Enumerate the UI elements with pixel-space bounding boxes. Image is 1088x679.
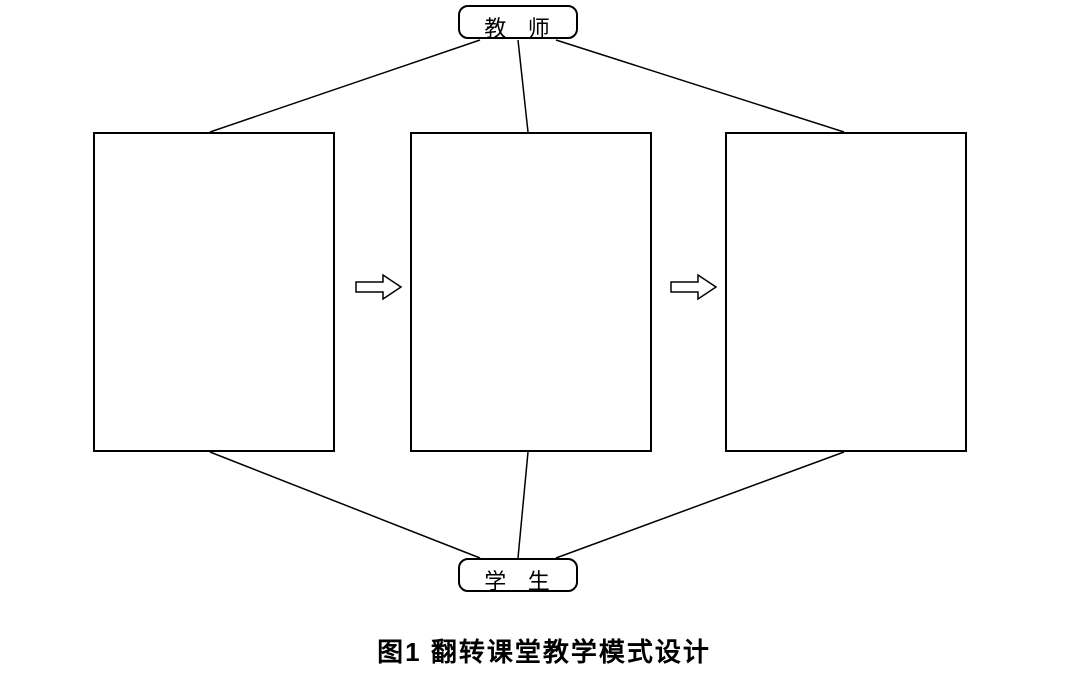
role-student: 学 生: [458, 558, 578, 592]
diagram-canvas: 教 师 学 生 课 前课程开发视频、讲义、PPT知识传授观看视频、讲义、PPT等…: [0, 0, 1088, 679]
stage-panel-post: [725, 132, 967, 452]
stage-panel-mid: [410, 132, 652, 452]
stage-panel-pre: [93, 132, 335, 452]
figure-caption: 图1 翻转课堂教学模式设计: [0, 632, 1088, 669]
role-teacher: 教 师: [458, 5, 578, 39]
flow-arrow-0: [355, 273, 403, 301]
flow-arrow-1: [670, 273, 718, 301]
